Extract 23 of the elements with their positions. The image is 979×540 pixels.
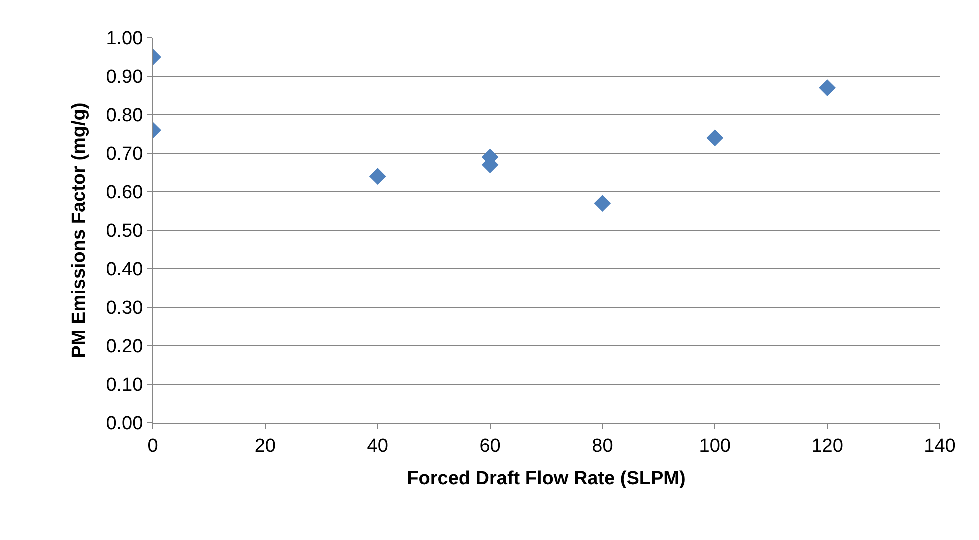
x-tick-label: 20 xyxy=(254,436,276,457)
y-tick-label: 0.20 xyxy=(106,336,144,358)
y-tick-label: 0.60 xyxy=(106,182,144,204)
x-tick-label: 140 xyxy=(924,436,956,457)
y-tick-label: 0.00 xyxy=(106,414,144,435)
x-tick-label: 80 xyxy=(592,436,614,457)
y-tick-label: 0.70 xyxy=(106,144,144,166)
x-tick-label: 60 xyxy=(480,436,501,457)
y-tick-label: 0.90 xyxy=(106,67,144,88)
y-tick-label: 0.10 xyxy=(106,375,144,396)
point xyxy=(594,195,612,212)
y-tick-label: 0.50 xyxy=(106,221,144,242)
x-tick-label: 0 xyxy=(148,436,158,457)
y-axis-title: PM Emissions Factor (mg/g) xyxy=(69,102,90,358)
x-axis-title: Forced Draft Flow Rate (SLPM) xyxy=(407,468,686,490)
y-tick-label: 1.00 xyxy=(106,28,144,50)
x-tick-label: 100 xyxy=(699,436,731,457)
y-tick-label: 0.40 xyxy=(106,260,144,281)
y-tick-label: 0.30 xyxy=(106,298,144,320)
y-tick-label: 0.80 xyxy=(106,106,144,127)
x-tick-label: 120 xyxy=(812,436,844,457)
point xyxy=(706,130,724,147)
x-tick-label: 40 xyxy=(367,436,388,457)
